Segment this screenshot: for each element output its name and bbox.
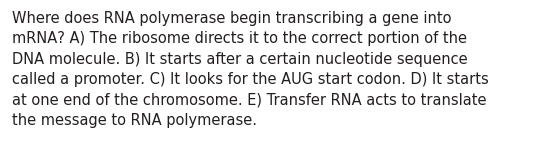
- Text: Where does RNA polymerase begin transcribing a gene into
mRNA? A) The ribosome d: Where does RNA polymerase begin transcri…: [12, 11, 489, 128]
